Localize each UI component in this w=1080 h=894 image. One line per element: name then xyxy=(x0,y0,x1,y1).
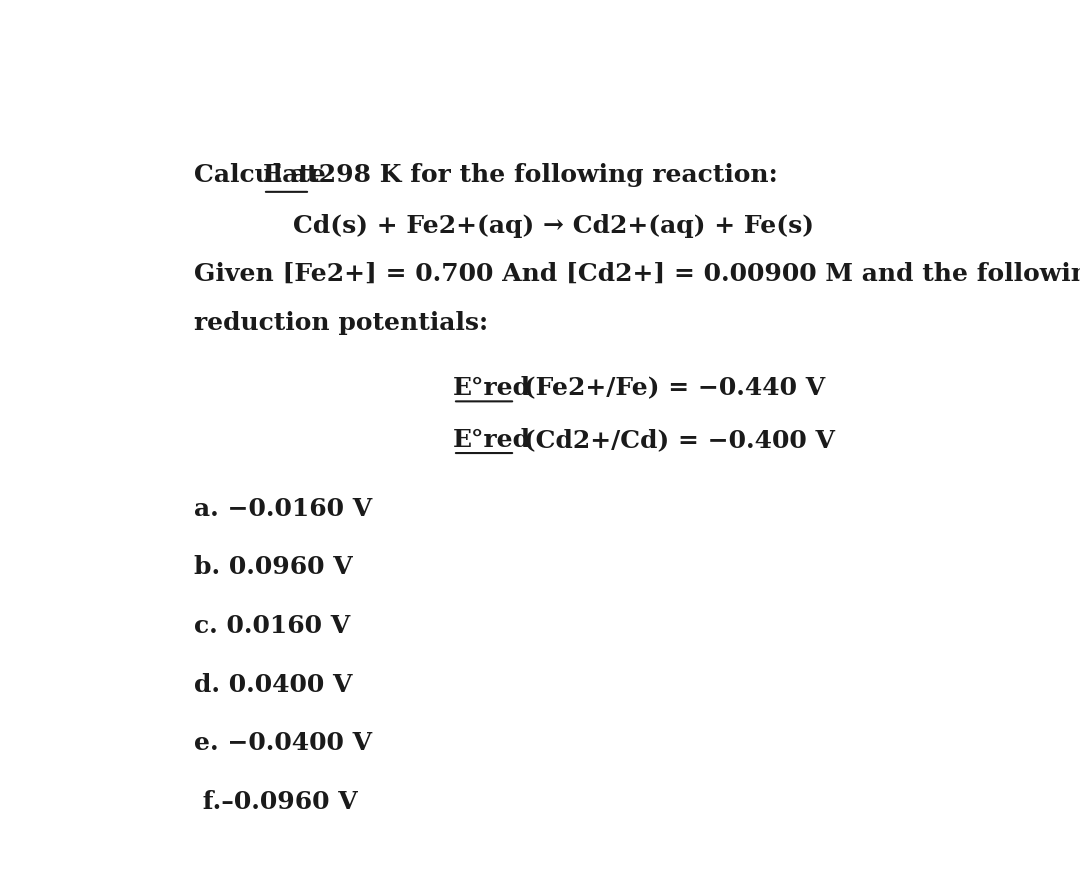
Text: a. −0.0160 V: a. −0.0160 V xyxy=(193,496,372,520)
Text: (Cd2+/Cd) = −0.400 V: (Cd2+/Cd) = −0.400 V xyxy=(515,427,835,451)
Text: b. 0.0960 V: b. 0.0960 V xyxy=(193,554,352,578)
Text: E°red: E°red xyxy=(454,427,531,451)
Text: Calculate: Calculate xyxy=(193,163,334,186)
Text: E at: E at xyxy=(264,163,319,186)
Text: E°red: E°red xyxy=(454,375,531,400)
Text: (Fe2+/Fe) = −0.440 V: (Fe2+/Fe) = −0.440 V xyxy=(515,375,825,400)
Text: c. 0.0160 V: c. 0.0160 V xyxy=(193,613,350,637)
Text: reduction potentials:: reduction potentials: xyxy=(193,310,488,334)
Text: Given [Fe2+] = 0.700 And [Cd2+] = 0.00900 M and the following standard: Given [Fe2+] = 0.700 And [Cd2+] = 0.0090… xyxy=(193,262,1080,286)
Text: 298 K for the following reaction:: 298 K for the following reaction: xyxy=(310,163,778,186)
Text: e. −0.0400 V: e. −0.0400 V xyxy=(193,730,372,755)
Text: Cd(s) + Fe2+(aq) → Cd2+(aq) + Fe(s): Cd(s) + Fe2+(aq) → Cd2+(aq) + Fe(s) xyxy=(293,214,814,238)
Text: d. 0.0400 V: d. 0.0400 V xyxy=(193,671,352,696)
Text: f.–0.0960 V: f.–0.0960 V xyxy=(193,789,357,813)
